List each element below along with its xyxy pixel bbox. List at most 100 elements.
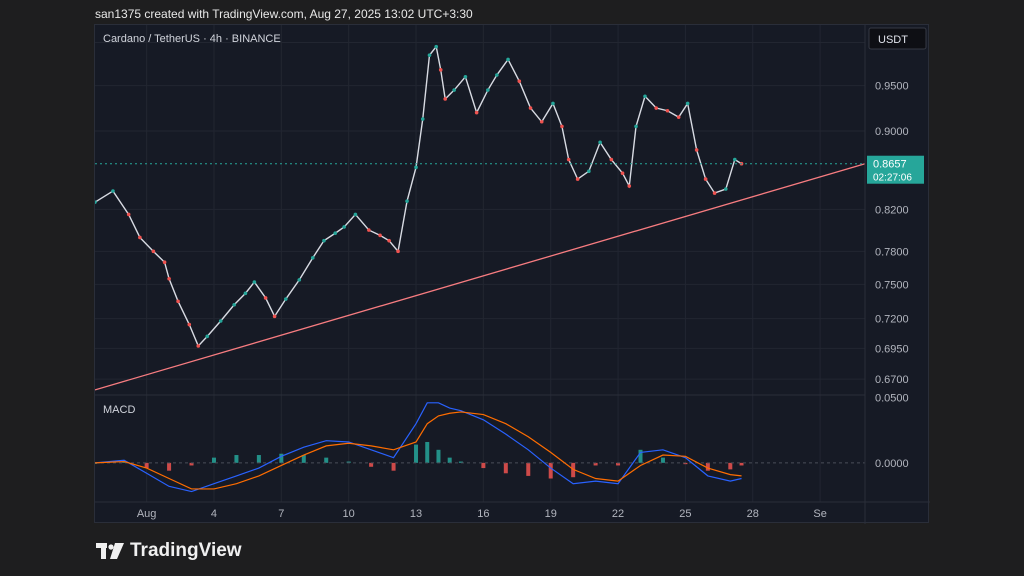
- price-point: [587, 169, 591, 174]
- macd-histogram-bar: [660, 457, 665, 463]
- price-point: [420, 117, 425, 121]
- macd-histogram-bar: [301, 455, 306, 463]
- macd-signal-line: [95, 411, 742, 490]
- macd-histogram-bar: [436, 449, 441, 463]
- time-tick-label: 22: [612, 508, 624, 520]
- price-point: [284, 297, 288, 301]
- price-point: [452, 88, 456, 92]
- macd-histogram-bar: [593, 462, 598, 466]
- last-price-label: 0.8657 02:27:06: [867, 155, 924, 184]
- chart-caption: san1375 created with TradingView.com, Au…: [95, 7, 473, 21]
- time-tick-label: 4: [211, 508, 217, 520]
- price-point: [539, 119, 544, 124]
- time-tick-label: Aug: [137, 508, 157, 520]
- price-point: [333, 231, 338, 236]
- price-point: [427, 53, 432, 57]
- price-tick-label: 0.8200: [875, 204, 909, 216]
- macd-histogram-bar: [683, 462, 688, 465]
- macd-histogram-bar: [526, 462, 531, 476]
- price-point: [272, 314, 277, 319]
- price-series-line: [95, 45, 742, 348]
- macd-histogram-bar: [369, 462, 374, 467]
- price-point: [566, 157, 571, 162]
- price-point: [138, 235, 142, 240]
- price-point: [463, 74, 468, 79]
- macd-histogram-bar: [211, 457, 216, 463]
- price-point: [643, 94, 647, 99]
- macd-histogram-bar: [414, 444, 419, 463]
- time-tick-label: 19: [545, 508, 557, 520]
- chart-panel[interactable]: 1.00000.95000.90000.82000.78000.75000.72…: [94, 24, 930, 524]
- macd-line: [95, 402, 742, 493]
- price-chart-svg[interactable]: 1.00000.95000.90000.82000.78000.75000.72…: [95, 25, 930, 524]
- macd-histogram-bar: [391, 462, 396, 471]
- price-point: [196, 344, 201, 348]
- price-point: [634, 124, 638, 129]
- macd-histogram-bar: [425, 441, 430, 463]
- price-point: [167, 276, 171, 281]
- price-point: [162, 260, 167, 265]
- tradingview-logo-icon: [96, 542, 124, 560]
- macd-histogram: [95, 441, 744, 479]
- price-point: [342, 225, 346, 229]
- price-tick-label: 0.7800: [875, 246, 909, 258]
- price-tick-label: 0.9500: [875, 81, 909, 93]
- time-tick-label: 28: [747, 508, 759, 520]
- price-point: [609, 157, 614, 162]
- trendline: [95, 163, 866, 391]
- price-point: [205, 334, 210, 339]
- tradingview-logo: TradingView: [96, 540, 242, 562]
- macd-histogram-bar: [616, 462, 621, 466]
- price-point: [243, 291, 248, 296]
- chart-grid: [95, 25, 865, 502]
- price-point: [560, 124, 564, 129]
- macd-label: MACD: [103, 404, 135, 416]
- price-tick-label: 0.6700: [875, 374, 909, 386]
- price-point: [310, 256, 315, 260]
- price-point: [517, 79, 522, 83]
- price-tick-label: 0.7200: [875, 314, 909, 326]
- time-tick-label: Se: [813, 508, 826, 520]
- price-point: [486, 88, 490, 92]
- macd-tick-label: 0.0000: [875, 458, 909, 470]
- price-point: [111, 189, 115, 193]
- time-tick-label: 10: [343, 508, 355, 520]
- brand-name: TradingView: [130, 540, 242, 561]
- price-point: [551, 101, 555, 106]
- price-point: [126, 212, 131, 217]
- time-tick-label: 7: [278, 508, 284, 520]
- macd-histogram-bar: [447, 457, 452, 463]
- price-point: [528, 106, 533, 110]
- price-point: [396, 249, 400, 254]
- chart-title: Cardano / TetherUS · 4h · BINANCE: [103, 33, 281, 45]
- price-point: [297, 278, 302, 282]
- price-point: [703, 177, 708, 181]
- price-point: [434, 44, 439, 49]
- time-tick-label: 25: [679, 508, 691, 520]
- price-point: [506, 57, 510, 62]
- price-point: [438, 68, 443, 72]
- price-point: [627, 184, 632, 188]
- price-axis: 1.00000.95000.90000.82000.78000.75000.72…: [875, 37, 909, 386]
- last-price-countdown: 02:27:06: [873, 173, 912, 184]
- macd-histogram-bar: [279, 453, 284, 463]
- price-point: [232, 302, 236, 307]
- price-point: [443, 97, 448, 101]
- macd-histogram-bar: [548, 462, 553, 479]
- price-point: [367, 228, 371, 232]
- price-tick-label: 0.7500: [875, 279, 909, 291]
- macd-histogram-bar: [638, 449, 643, 463]
- price-point: [665, 108, 670, 113]
- price-point: [405, 199, 409, 203]
- macd-histogram-bar: [481, 462, 486, 469]
- macd-histogram-bar: [739, 462, 744, 466]
- price-point: [95, 200, 97, 204]
- price-point: [353, 212, 358, 217]
- price-point: [263, 296, 268, 300]
- macd-histogram-bar: [256, 455, 261, 463]
- currency-button[interactable]: USDT: [868, 27, 927, 50]
- macd-histogram-bar: [458, 461, 463, 463]
- time-tick-label: 13: [410, 508, 422, 520]
- price-point: [176, 299, 180, 304]
- last-price-value: 0.8657: [873, 159, 907, 171]
